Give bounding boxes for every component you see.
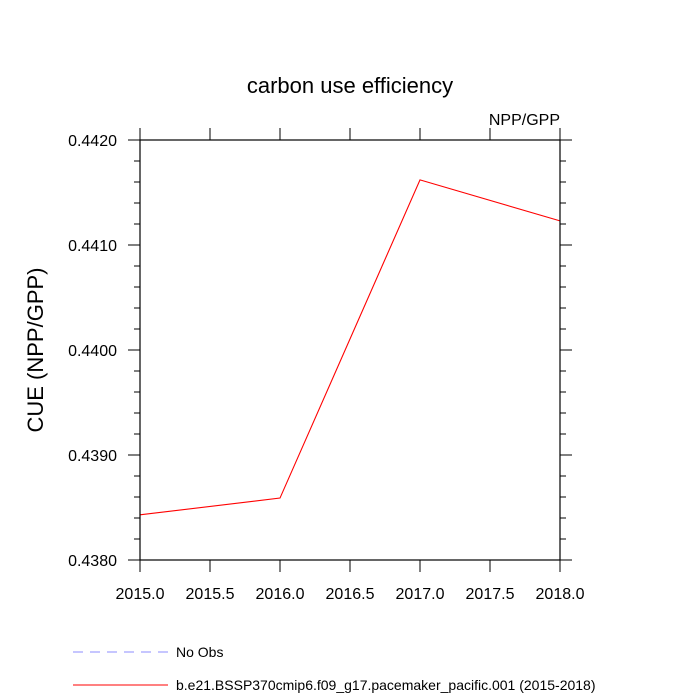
ticks-layer — [128, 128, 572, 572]
x-tick-label: 2016.0 — [256, 586, 305, 603]
y-axis-label: CUE (NPP/GPP) — [23, 267, 48, 432]
x-tick-label: 2015.5 — [186, 586, 235, 603]
series-layer — [139, 179, 561, 516]
y-tick-label: 0.4400 — [68, 343, 117, 360]
y-tick-labels: 0.4380 0.4390 0.4400 0.4410 0.4420 — [68, 133, 117, 570]
y-tick-label: 0.4410 — [68, 238, 117, 255]
plot-frame — [139, 139, 561, 561]
y-tick-label: 0.4420 — [68, 133, 117, 150]
units-label: NPP/GPP — [489, 112, 560, 129]
x-tick-label: 2017.0 — [396, 586, 445, 603]
chart-title: carbon use efficiency — [247, 73, 453, 98]
x-tick-label: 2017.5 — [466, 586, 515, 603]
legend: No Obs b.e21.BSSP370cmip6.f09_g17.pacemak… — [73, 644, 596, 693]
legend-label: No Obs — [176, 644, 223, 660]
y-tick-label: 0.4390 — [68, 448, 117, 465]
x-tick-label: 2018.0 — [536, 586, 585, 603]
series-line — [139, 179, 561, 516]
x-tick-labels: 2015.0 2015.5 2016.0 2016.5 2017.0 2017.5 2018… — [116, 586, 585, 603]
x-tick-label: 2016.5 — [326, 586, 375, 603]
x-tick-label: 2015.0 — [116, 586, 165, 603]
y-tick-label: 0.4380 — [68, 553, 117, 570]
legend-label: b.e21.BSSP370cmip6.f09_g17.pacemaker_pac… — [176, 677, 596, 693]
